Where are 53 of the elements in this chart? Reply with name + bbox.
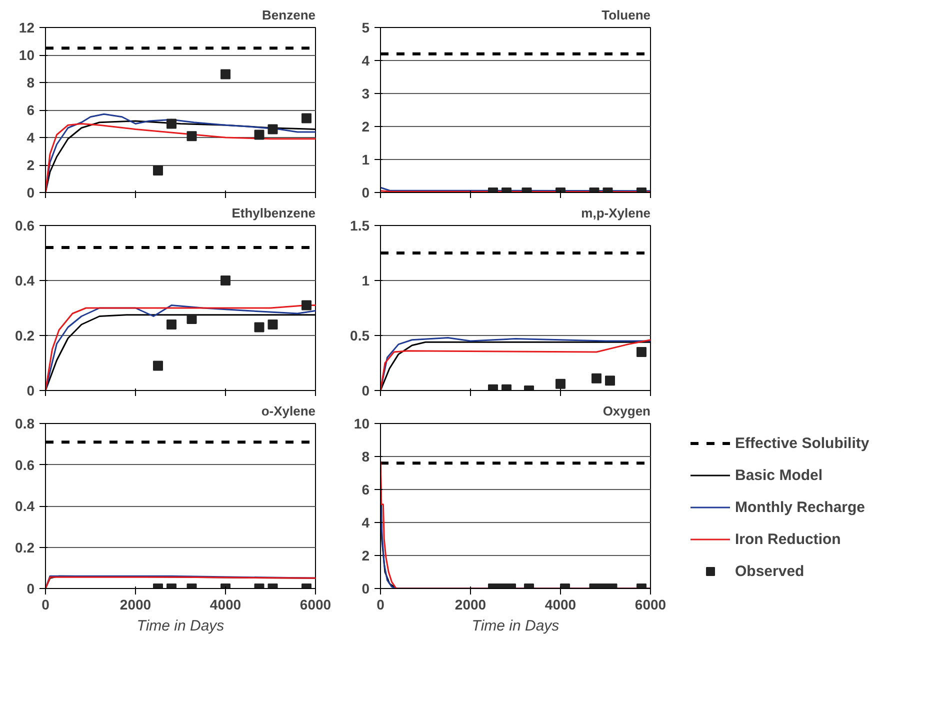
legend-label: Basic Model [735, 466, 823, 484]
y-tick-label: 1 [362, 152, 370, 168]
x-tick-label: 2000 [454, 596, 486, 612]
x-tick-label: 6000 [300, 596, 332, 612]
y-tick-label: 0.2 [15, 328, 35, 344]
x-axis-title: Time in Days [136, 618, 225, 634]
y-tick-label: 0 [26, 184, 35, 200]
chart-title: m,p-Xylene [581, 206, 651, 220]
x-tick-label: 2000 [120, 596, 152, 612]
y-tick-label: 0 [26, 580, 35, 596]
y-tick-label: 0 [362, 184, 370, 200]
y-tick-label: 10 [18, 47, 35, 63]
y-tick-label: 2 [362, 548, 370, 564]
x-tick-label: 6000 [634, 596, 666, 612]
chart-title: Ethylbenzene [232, 206, 316, 220]
legend-label: Iron Reduction [735, 530, 841, 548]
chart-title: Oxygen [602, 404, 651, 418]
x-tick-label: 0 [376, 596, 385, 612]
x-tick-label: 0 [42, 596, 50, 612]
y-tick-label: 0.6 [15, 456, 35, 473]
y-tick-label: 2 [362, 118, 370, 134]
x-tick-label: 4000 [210, 596, 242, 612]
y-tick-label: 6 [26, 102, 35, 118]
y-tick-label: 1 [362, 272, 370, 288]
y-tick-label: 4 [362, 52, 370, 68]
y-tick-label: 10 [354, 416, 370, 432]
y-tick-label: 0.8 [15, 416, 35, 432]
y-tick-label: 8 [362, 448, 370, 464]
y-tick-label: 3 [362, 86, 370, 102]
y-tick-label: 4 [26, 130, 35, 146]
y-tick-label: 1.5 [350, 218, 370, 234]
chart-title: o-Xylene [261, 404, 316, 418]
y-tick-label: 8 [26, 74, 35, 90]
legend-label: Monthly Recharge [735, 498, 866, 516]
y-tick-label: 0.5 [350, 328, 370, 344]
y-tick-label: 0 [362, 580, 370, 596]
chart-title: Benzene [262, 8, 316, 22]
y-tick-label: 6 [362, 482, 370, 498]
chart-title: Toluene [602, 8, 651, 22]
y-tick-label: 0.2 [15, 539, 35, 556]
legend-label: Effective Solubility [735, 434, 870, 452]
y-tick-label: 0.4 [15, 272, 35, 288]
x-axis-title: Time in Days [472, 618, 560, 634]
y-tick-label: 12 [18, 20, 35, 36]
x-tick-label: 4000 [544, 596, 576, 612]
y-tick-label: 5 [362, 20, 370, 36]
y-tick-label: 4 [362, 514, 370, 530]
y-tick-label: 0.4 [15, 498, 35, 514]
y-tick-label: 2 [26, 157, 35, 173]
y-tick-label: 0 [26, 382, 35, 398]
y-tick-label: 0.6 [15, 218, 35, 234]
legend-label: Observed [735, 562, 804, 580]
y-tick-label: 0 [362, 382, 370, 398]
